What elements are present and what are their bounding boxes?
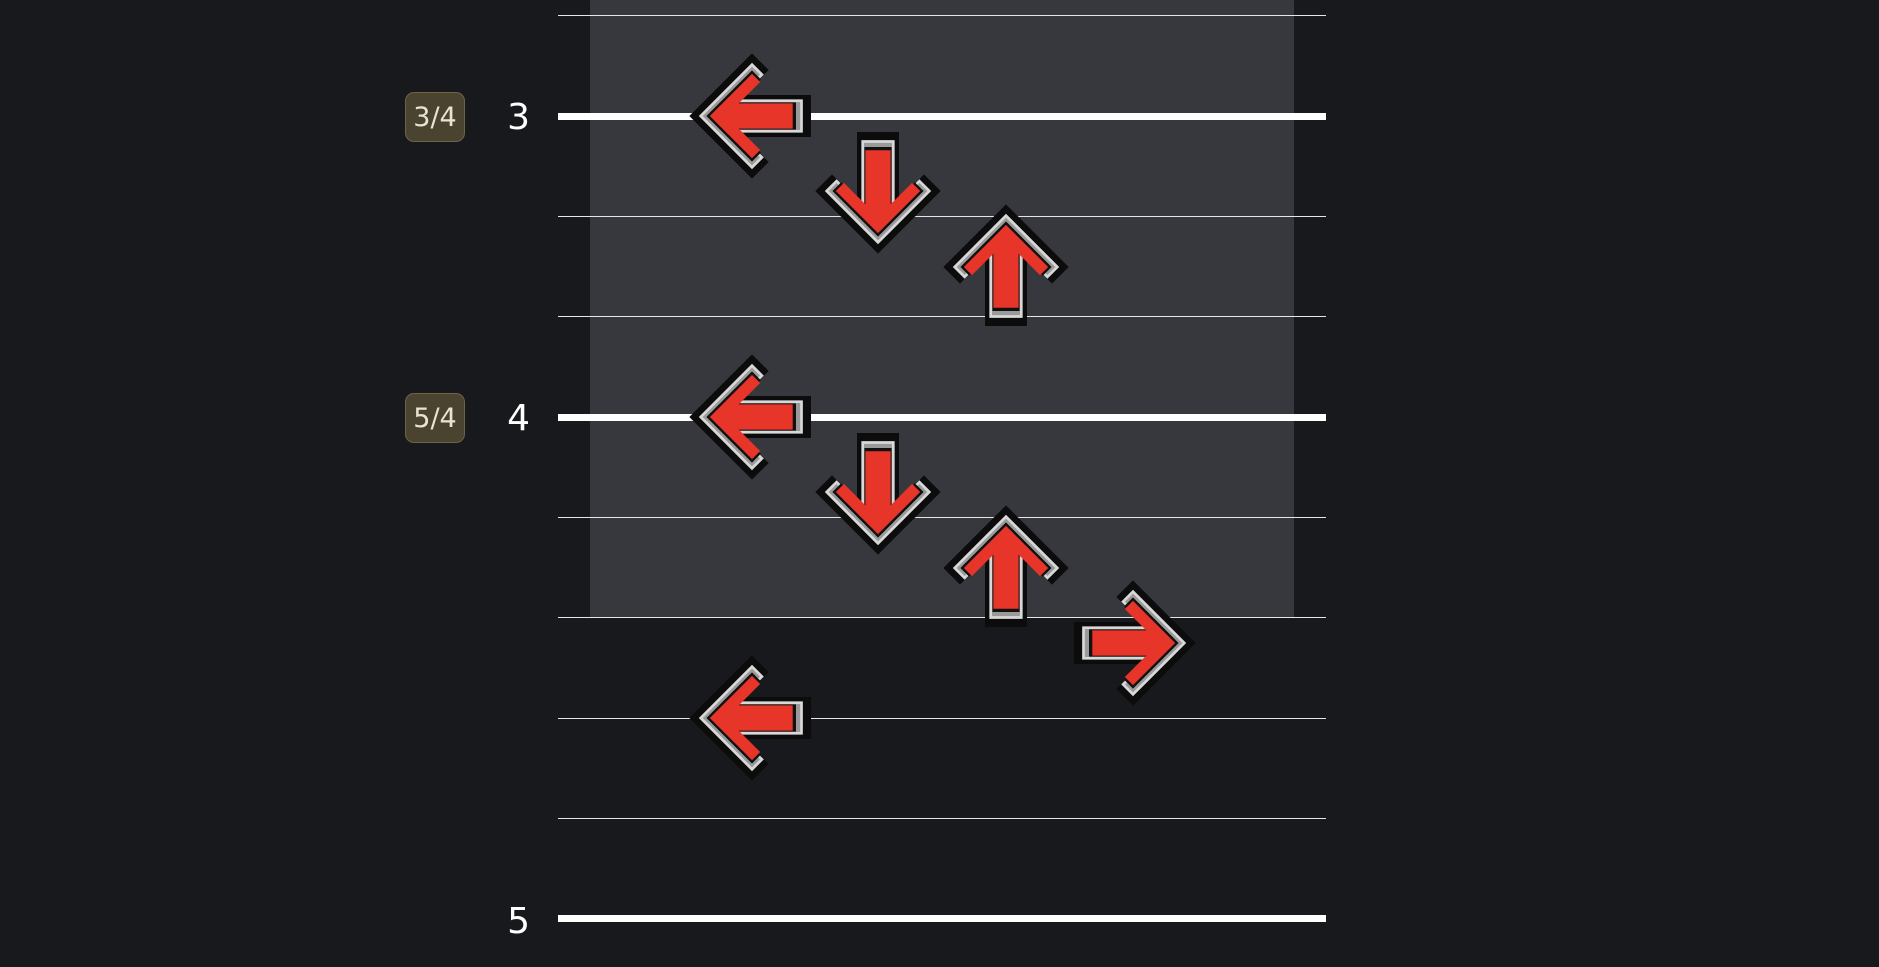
up-arrow-icon[interactable] xyxy=(943,504,1069,631)
gridline xyxy=(558,818,1326,819)
quantization-badge[interactable]: 5/4 xyxy=(405,393,465,443)
left-arrow-icon[interactable] xyxy=(689,655,815,781)
left-arrow-icon[interactable] xyxy=(689,53,815,179)
gridline xyxy=(558,718,1326,719)
gridline xyxy=(558,316,1326,317)
down-arrow-icon[interactable] xyxy=(815,429,941,555)
measure-number: 4 xyxy=(507,398,530,439)
quantization-badge[interactable]: 3/4 xyxy=(405,92,465,142)
measure-line xyxy=(558,113,1326,120)
gridline xyxy=(558,15,1326,16)
gridline xyxy=(558,617,1326,618)
right-arrow-icon[interactable] xyxy=(1070,580,1196,706)
left-arrow-icon[interactable] xyxy=(689,354,815,480)
down-arrow-icon[interactable] xyxy=(815,128,941,254)
measure-number: 3 xyxy=(507,97,530,138)
gridline xyxy=(558,216,1326,217)
measure-line xyxy=(558,414,1326,421)
measure-number: 5 xyxy=(507,901,530,942)
measure-line xyxy=(558,915,1326,922)
gridline xyxy=(558,517,1326,518)
up-arrow-icon[interactable] xyxy=(943,203,1069,330)
